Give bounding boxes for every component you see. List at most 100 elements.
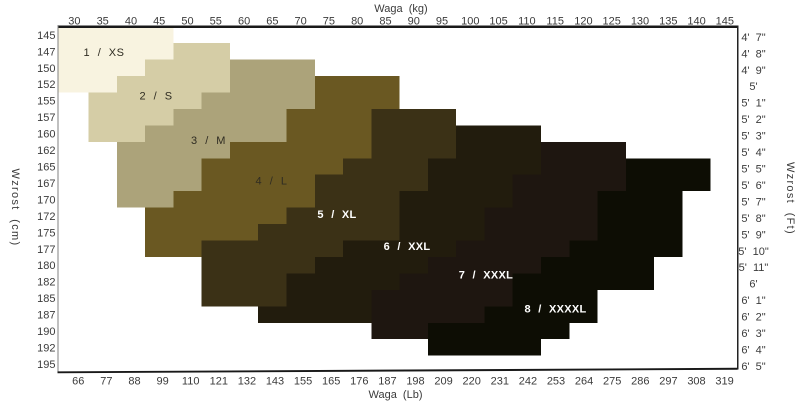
svg-text:6': 6' xyxy=(749,279,757,291)
svg-text:231: 231 xyxy=(491,376,509,388)
svg-text:55: 55 xyxy=(210,16,222,28)
svg-text:286: 286 xyxy=(631,376,649,388)
svg-text:195: 195 xyxy=(37,359,55,371)
svg-text:6' 4": 6' 4" xyxy=(741,344,765,356)
svg-text:308: 308 xyxy=(687,376,705,388)
svg-text:160: 160 xyxy=(37,129,55,141)
svg-text:180: 180 xyxy=(37,260,55,272)
svg-text:176: 176 xyxy=(350,376,368,388)
svg-text:7 / XXXL: 7 / XXXL xyxy=(459,270,513,282)
svg-text:198: 198 xyxy=(406,376,424,388)
svg-text:5 / XL: 5 / XL xyxy=(317,209,356,221)
svg-text:60: 60 xyxy=(238,16,250,28)
svg-text:297: 297 xyxy=(659,376,677,388)
svg-text:5' 1": 5' 1" xyxy=(741,98,765,110)
svg-text:182: 182 xyxy=(37,277,55,289)
svg-text:50: 50 xyxy=(181,16,193,28)
svg-text:125: 125 xyxy=(603,16,621,28)
svg-text:110: 110 xyxy=(182,376,200,388)
svg-text:99: 99 xyxy=(156,376,168,388)
svg-text:130: 130 xyxy=(631,16,649,28)
svg-text:3 / M: 3 / M xyxy=(191,135,226,147)
svg-text:115: 115 xyxy=(546,16,564,28)
svg-text:40: 40 xyxy=(125,16,137,28)
svg-text:80: 80 xyxy=(351,16,363,28)
svg-text:5' 10": 5' 10" xyxy=(738,246,769,258)
svg-text:185: 185 xyxy=(37,293,55,305)
svg-text:70: 70 xyxy=(294,16,306,28)
svg-text:Waga (kg): Waga (kg) xyxy=(374,3,427,15)
svg-text:45: 45 xyxy=(153,16,165,28)
svg-text:157: 157 xyxy=(37,112,55,124)
svg-text:121: 121 xyxy=(210,376,228,388)
svg-text:187: 187 xyxy=(37,310,55,322)
svg-text:140: 140 xyxy=(687,16,705,28)
svg-text:187: 187 xyxy=(378,376,396,388)
svg-text:177: 177 xyxy=(37,244,55,256)
svg-text:6' 2": 6' 2" xyxy=(741,312,765,324)
svg-text:95: 95 xyxy=(436,16,448,28)
svg-text:5' 3": 5' 3" xyxy=(741,131,765,143)
svg-text:5' 7": 5' 7" xyxy=(741,196,765,208)
svg-text:100: 100 xyxy=(461,16,479,28)
svg-text:90: 90 xyxy=(408,16,420,28)
svg-text:5' 2": 5' 2" xyxy=(741,114,765,126)
svg-text:150: 150 xyxy=(37,63,55,75)
svg-text:105: 105 xyxy=(489,16,507,28)
svg-text:66: 66 xyxy=(72,376,84,388)
svg-text:4' 8": 4' 8" xyxy=(741,48,765,60)
svg-text:165: 165 xyxy=(37,162,55,174)
svg-text:4' 7": 4' 7" xyxy=(741,32,765,44)
svg-text:5' 8": 5' 8" xyxy=(741,213,765,225)
svg-text:5' 6": 5' 6" xyxy=(741,180,765,192)
svg-text:75: 75 xyxy=(323,16,335,28)
svg-text:253: 253 xyxy=(547,376,565,388)
svg-text:242: 242 xyxy=(519,376,537,388)
svg-text:132: 132 xyxy=(238,376,256,388)
svg-text:147: 147 xyxy=(37,46,55,58)
svg-text:5' 11": 5' 11" xyxy=(739,262,769,274)
svg-text:275: 275 xyxy=(603,376,621,388)
svg-text:5' 5": 5' 5" xyxy=(741,164,765,176)
svg-text:Waga (Lb): Waga (Lb) xyxy=(368,389,422,401)
svg-text:319: 319 xyxy=(715,376,733,388)
svg-text:77: 77 xyxy=(100,376,112,388)
svg-text:Wzrost (cm): Wzrost (cm) xyxy=(9,169,21,247)
svg-text:8 / XXXXL: 8 / XXXXL xyxy=(524,304,586,316)
svg-text:5': 5' xyxy=(749,81,757,93)
svg-text:110: 110 xyxy=(518,16,536,28)
svg-text:209: 209 xyxy=(434,376,452,388)
svg-text:88: 88 xyxy=(128,376,140,388)
svg-text:6' 3": 6' 3" xyxy=(741,328,765,340)
svg-text:145: 145 xyxy=(37,30,55,42)
svg-text:5' 9": 5' 9" xyxy=(741,229,765,241)
svg-text:1 / XS: 1 / XS xyxy=(84,47,125,59)
svg-text:Wzrost (Ft): Wzrost (Ft) xyxy=(784,162,796,235)
svg-text:85: 85 xyxy=(379,16,391,28)
svg-text:152: 152 xyxy=(37,79,55,91)
svg-text:6' 1": 6' 1" xyxy=(741,295,765,307)
svg-text:35: 35 xyxy=(97,16,109,28)
svg-text:220: 220 xyxy=(463,376,481,388)
svg-text:155: 155 xyxy=(37,96,55,108)
svg-text:135: 135 xyxy=(659,16,677,28)
svg-text:190: 190 xyxy=(37,326,55,338)
svg-text:175: 175 xyxy=(37,227,55,239)
svg-text:155: 155 xyxy=(294,376,312,388)
svg-text:120: 120 xyxy=(574,16,592,28)
svg-text:192: 192 xyxy=(37,342,55,354)
svg-text:167: 167 xyxy=(37,178,55,190)
svg-text:65: 65 xyxy=(266,16,278,28)
svg-text:6 / XXL: 6 / XXL xyxy=(384,241,431,253)
svg-text:30: 30 xyxy=(68,16,80,28)
svg-text:5' 4": 5' 4" xyxy=(741,147,765,159)
svg-text:170: 170 xyxy=(37,194,55,206)
svg-text:165: 165 xyxy=(322,376,340,388)
svg-text:6' 5": 6' 5" xyxy=(741,361,765,373)
svg-text:172: 172 xyxy=(37,211,55,223)
svg-text:162: 162 xyxy=(37,145,55,157)
svg-text:145: 145 xyxy=(716,16,734,28)
svg-text:264: 264 xyxy=(575,376,593,388)
svg-text:4 / L: 4 / L xyxy=(256,175,288,187)
svg-text:143: 143 xyxy=(266,376,284,388)
